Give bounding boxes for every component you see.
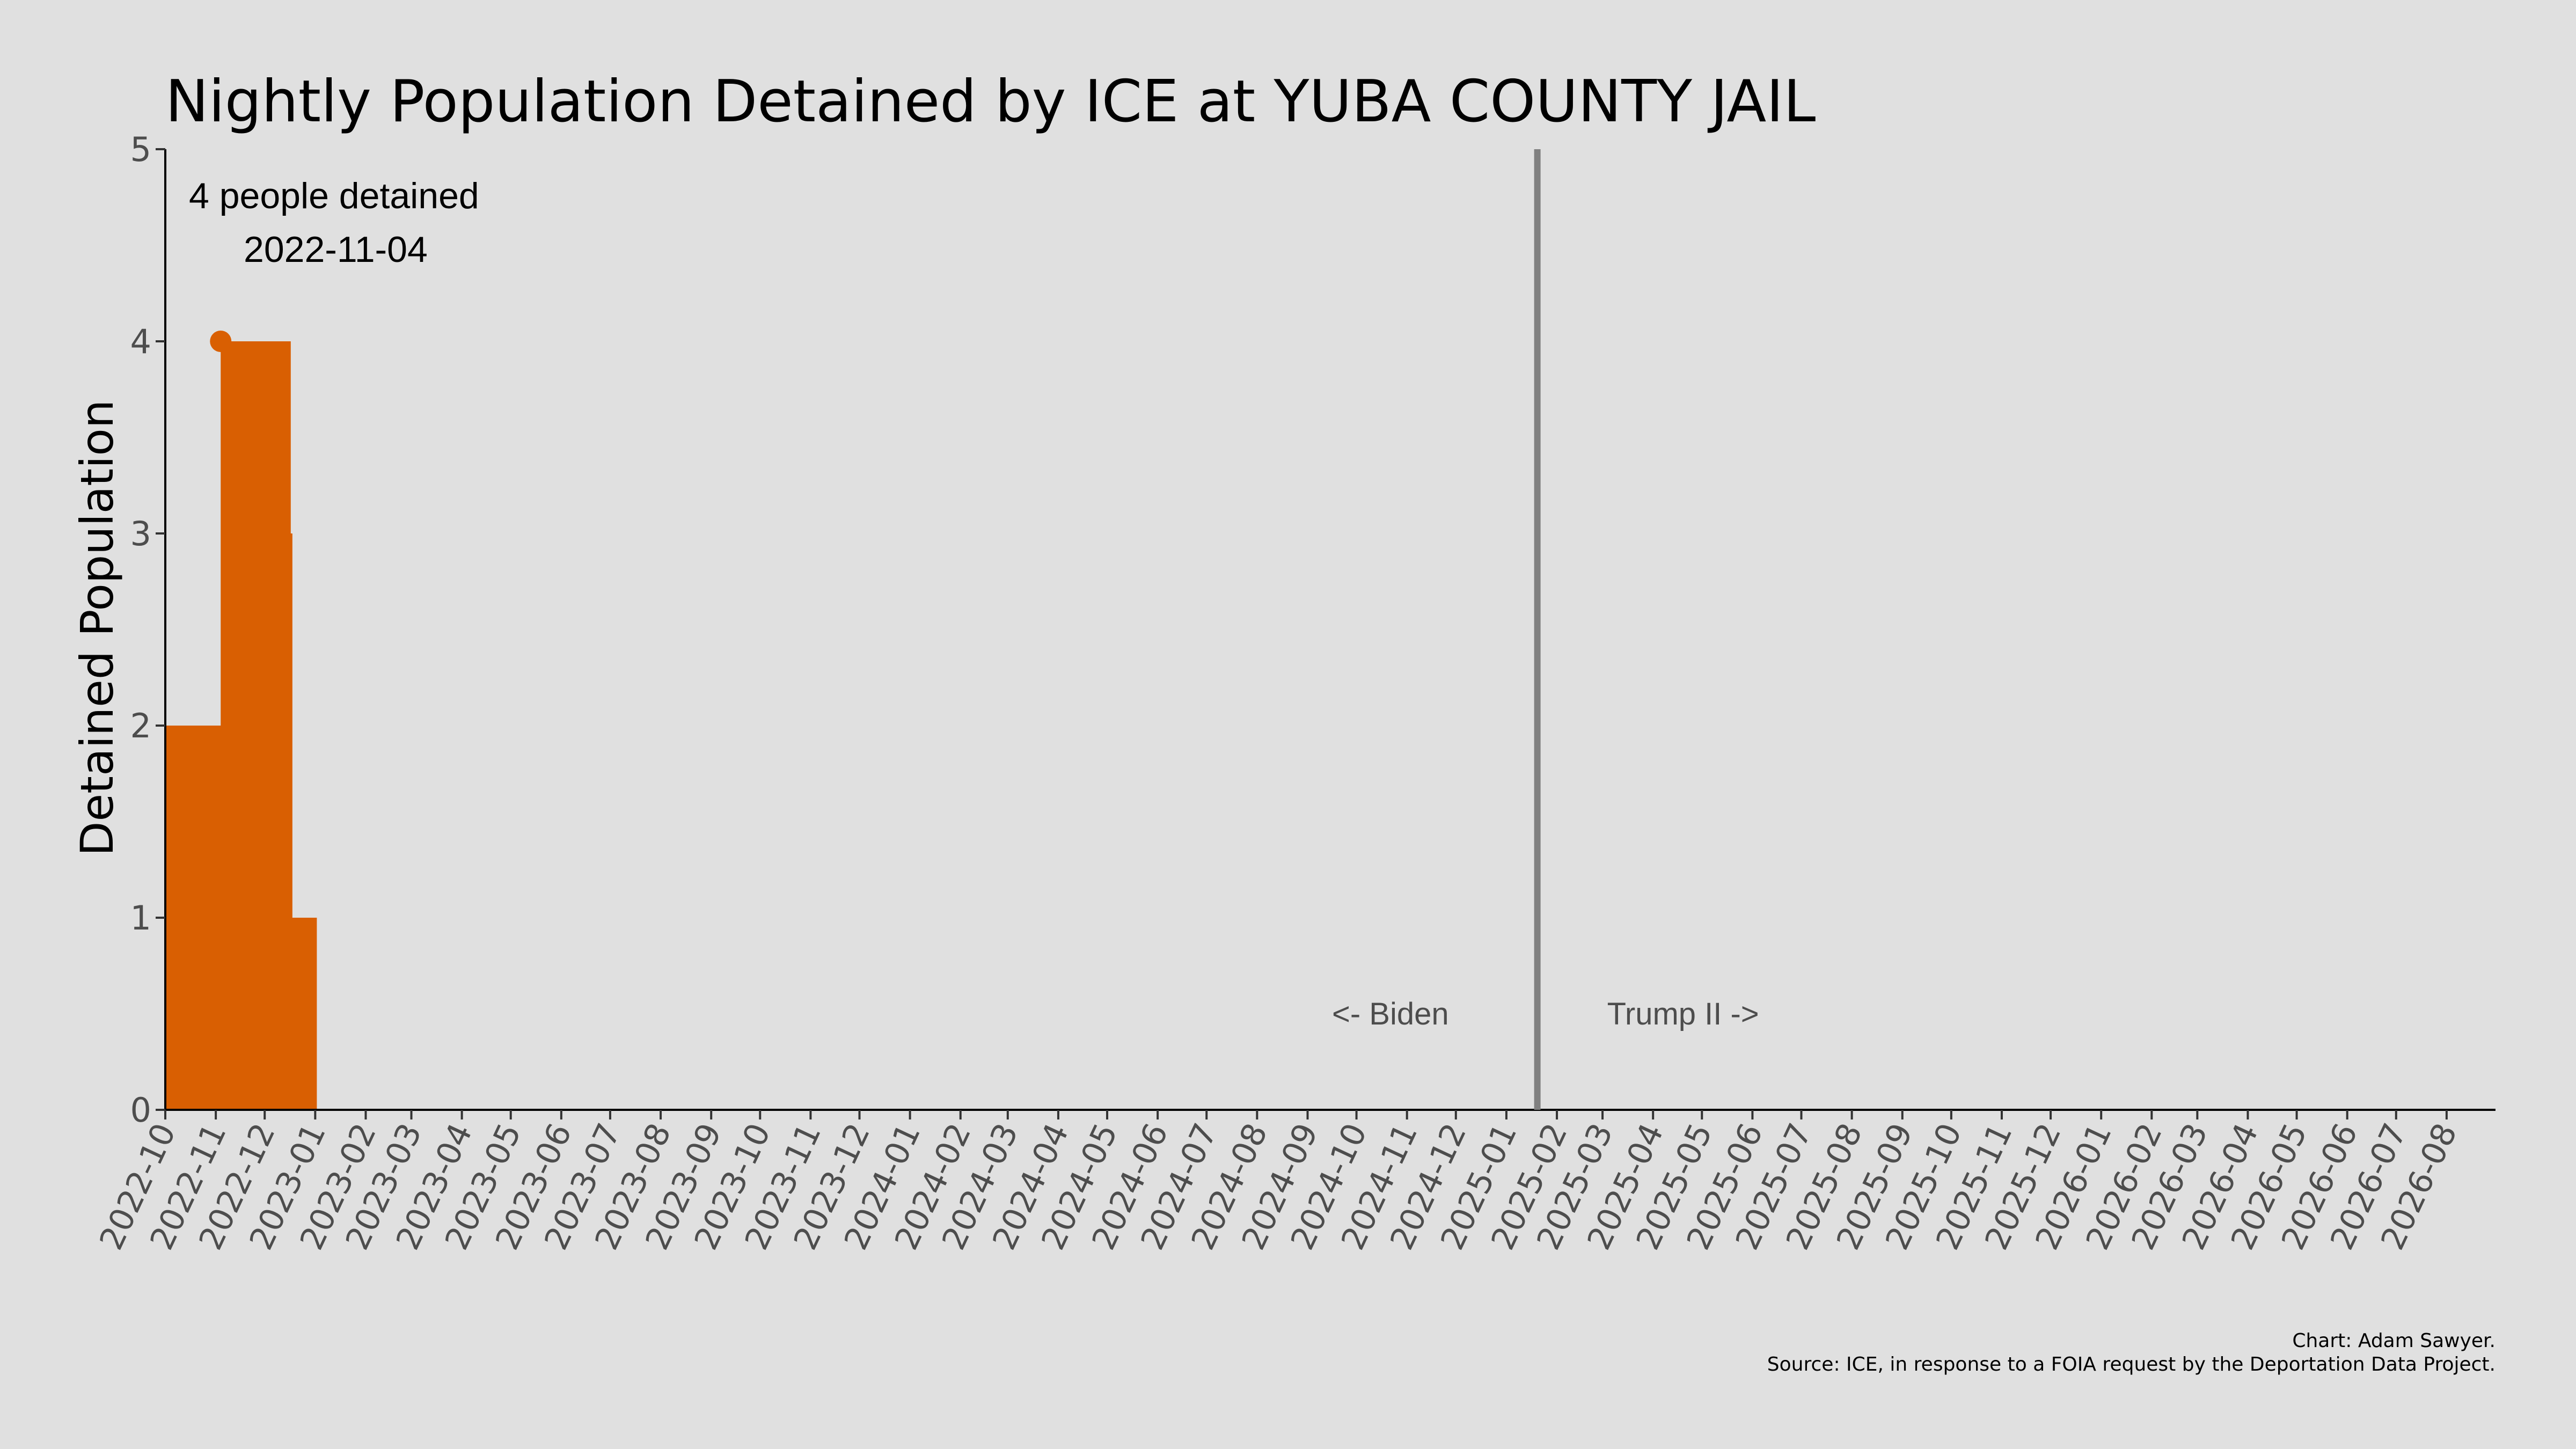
chart-title: Nightly Population Detained by ICE at YU… bbox=[165, 68, 1816, 135]
axes-layer bbox=[164, 149, 2496, 1111]
peak-value-label: 4 people detained bbox=[189, 175, 479, 216]
caption-source: Source: ICE, in response to a FOIA reque… bbox=[1767, 1353, 2496, 1375]
x-ticks: 2022-102022-112022-122023-012023-022023-… bbox=[92, 1110, 2465, 1256]
y-tick-label: 5 bbox=[130, 130, 151, 169]
biden-era-label: <- Biden bbox=[1332, 997, 1449, 1031]
trump-era-label: Trump II -> bbox=[1607, 997, 1759, 1031]
y-tick-label: 1 bbox=[130, 898, 151, 938]
peak-point bbox=[210, 331, 232, 352]
population-area bbox=[165, 341, 317, 1110]
y-axis-label: Detained Population bbox=[71, 400, 123, 856]
area-layer bbox=[165, 341, 317, 1110]
caption-author: Chart: Adam Sawyer. bbox=[2292, 1330, 2496, 1352]
y-ticks: 0 1 2 3 4 5 bbox=[130, 130, 165, 1130]
y-tick-label: 4 bbox=[130, 322, 151, 361]
y-tick-label: 3 bbox=[130, 514, 151, 553]
peak-date-label: 2022-11-04 bbox=[244, 229, 428, 270]
y-tick-label: 0 bbox=[130, 1091, 151, 1130]
y-tick-label: 2 bbox=[130, 706, 151, 745]
